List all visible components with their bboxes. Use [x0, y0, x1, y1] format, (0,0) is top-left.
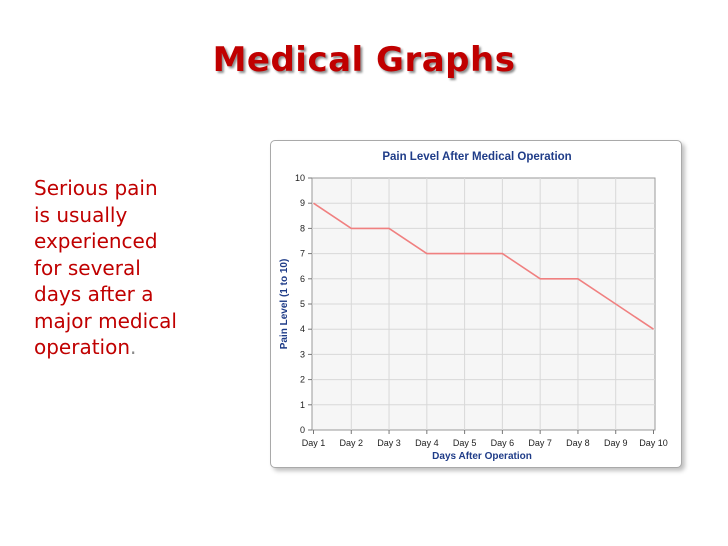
- body-end-punct: .: [130, 335, 137, 359]
- x-tick-label: Day 6: [491, 438, 515, 448]
- body-line: major medical: [34, 308, 177, 333]
- chart-frame: Pain Level After Medical Operation 0 1 2 3 4…: [270, 140, 682, 468]
- y-ticks: 0 1 2 3 4 5 6 7 8 9 10: [295, 173, 312, 435]
- y-tick-label: 10: [295, 173, 305, 183]
- y-tick-label: 8: [300, 223, 305, 233]
- series-line: [313, 202, 654, 330]
- x-tick-label: Day 10: [639, 438, 668, 448]
- body-line: experienced: [34, 229, 158, 253]
- x-tick-label: Day 7: [528, 438, 552, 448]
- x-axis-label: Days After Operation: [432, 451, 532, 462]
- body-line: days after a: [34, 282, 154, 306]
- body-line: for several: [34, 255, 141, 280]
- y-axis-label: Pain Level (1 to 10): [279, 259, 290, 350]
- y-tick-label: 1: [300, 400, 305, 410]
- x-ticks: Day 1 Day 2 Day 3 Day 4 Day 5 Day 6 Day 7 Day 8…: [302, 430, 668, 448]
- y-tick-label: 3: [300, 349, 305, 359]
- y-tick-label: 5: [300, 299, 305, 309]
- chart-title: Pain Level After Medical Operation: [382, 151, 571, 163]
- y-tick-label: 7: [300, 249, 305, 259]
- slide-title: Medical Graphs: [212, 40, 516, 80]
- x-tick-label: Day 5: [453, 438, 477, 448]
- body-line-last: operation.: [34, 334, 234, 361]
- x-tick-label: Day 2: [340, 438, 364, 448]
- slide-body-text: Serious pain is usually experienced for …: [34, 175, 234, 361]
- y-tick-label: 4: [300, 324, 305, 334]
- x-tick-label: Day 3: [377, 438, 401, 448]
- y-tick-label: 0: [300, 425, 305, 435]
- x-tick-label: Day 4: [415, 438, 439, 448]
- body-line: Serious pain: [34, 176, 158, 200]
- gridlines: [312, 178, 655, 430]
- body-line-text: operation: [34, 335, 131, 359]
- y-tick-label: 9: [300, 198, 305, 208]
- x-tick-label: Day 1: [302, 438, 326, 448]
- line-chart: Pain Level After Medical Operation 0 1 2 3 4…: [279, 151, 668, 462]
- y-tick-label: 2: [300, 375, 305, 385]
- x-tick-label: Day 8: [566, 438, 590, 448]
- y-tick-label: 6: [300, 274, 305, 284]
- x-tick-label: Day 9: [604, 438, 628, 448]
- body-line: is usually: [34, 202, 128, 227]
